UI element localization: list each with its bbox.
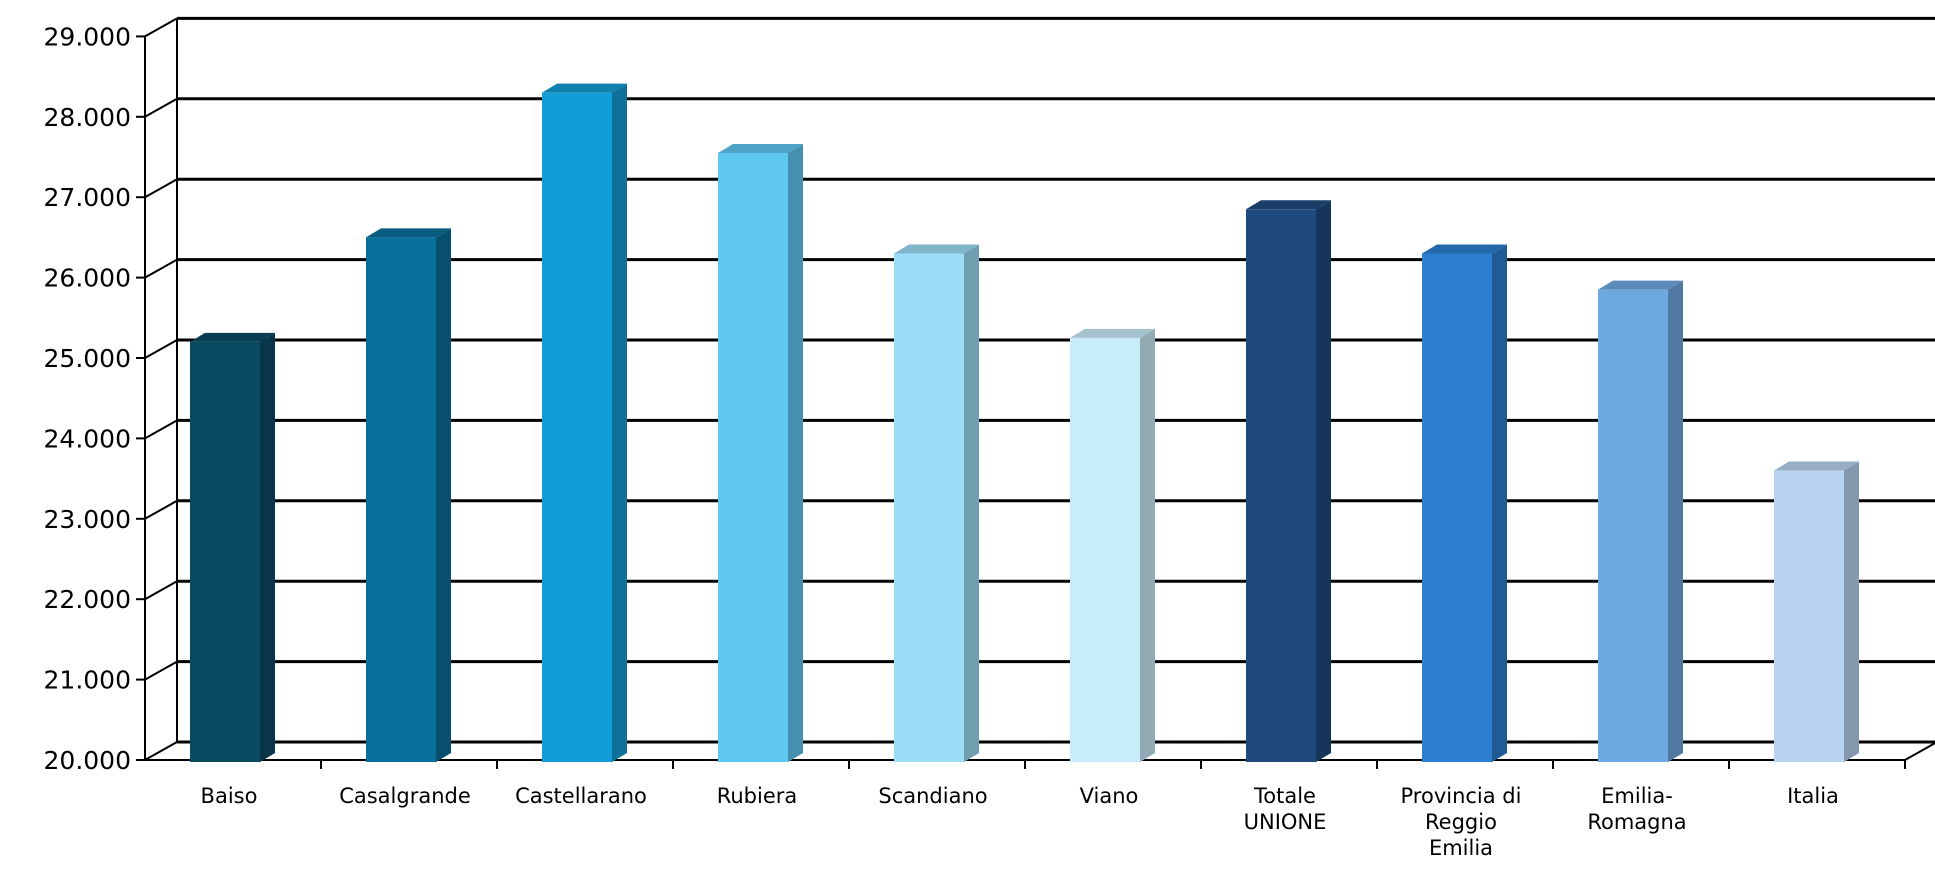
x-tick-label: Scandiano: [878, 784, 987, 808]
bar: [542, 92, 612, 763]
bar-top: [1246, 200, 1331, 210]
bar-top: [542, 83, 627, 93]
bars: [190, 83, 1859, 763]
x-tick-label: Reggio: [1425, 810, 1497, 834]
gridlines: [144, 16, 1935, 761]
bar: [1598, 289, 1668, 762]
bar: [1070, 337, 1140, 762]
y-tick-label: 23.000: [44, 505, 131, 534]
gridline-depth: [144, 178, 178, 199]
y-tick-label: 24.000: [44, 424, 131, 453]
bar-side: [1492, 244, 1507, 763]
x-tick-label: Provincia di: [1401, 784, 1522, 808]
gridline-depth: [144, 580, 178, 601]
bar: [1246, 209, 1316, 762]
bar-side: [1316, 200, 1331, 762]
bar-side: [788, 143, 803, 763]
gridline-depth: [144, 17, 178, 38]
bar-side: [436, 228, 451, 762]
bar-top: [894, 244, 979, 254]
gridline-depth: [144, 419, 178, 440]
bar-top: [1598, 280, 1683, 290]
bar-side: [1668, 280, 1683, 762]
x-tick-label: Romagna: [1587, 810, 1686, 834]
floor-right-edge: [1904, 741, 1935, 761]
gridline-depth: [144, 741, 178, 761]
bar-top: [1422, 244, 1507, 254]
bar-side: [1844, 461, 1859, 762]
bar-top: [366, 228, 451, 238]
x-tick-label: Emilia: [1429, 836, 1493, 860]
y-tick-label: 22.000: [44, 585, 131, 614]
y-tick-label: 21.000: [44, 666, 131, 695]
gridline-depth: [144, 339, 178, 359]
bar-side: [1140, 328, 1155, 762]
x-tick-label: UNIONE: [1244, 810, 1327, 834]
bar: [1774, 470, 1844, 762]
bar: [190, 341, 260, 762]
y-tick-label: 20.000: [44, 746, 131, 775]
x-tick-label: Casalgrande: [339, 784, 471, 808]
x-axis-tick-labels: Baiso Casalgrande Castellarano Rubiera Scand…: [201, 784, 1839, 860]
x-tick-label: Baiso: [201, 784, 258, 808]
y-tick-label: 27.000: [44, 183, 131, 212]
bar-top: [190, 332, 275, 342]
bar: [1422, 253, 1492, 763]
y-tick-label: 26.000: [44, 264, 131, 293]
bar: [366, 237, 436, 762]
bar-side: [612, 83, 627, 763]
gridline-depth: [144, 258, 178, 279]
bar: [894, 253, 964, 763]
bar-top: [718, 143, 803, 153]
bar: [718, 152, 788, 763]
x-tick-label: Viano: [1080, 784, 1139, 808]
gridline-depth: [144, 97, 178, 118]
y-tick-label: 25.000: [44, 344, 131, 373]
y-tick-label: 28.000: [44, 103, 131, 132]
bar-side: [260, 332, 275, 762]
y-tick-label: 29.000: [44, 22, 131, 51]
gridline-depth: [144, 499, 178, 520]
bar-side: [964, 244, 979, 763]
bar-top: [1070, 328, 1155, 338]
x-tick-label: Emilia-: [1601, 784, 1673, 808]
y-axis-tick-labels: 20.000 21.000 22.000 23.000 24.000 25.000 26.0…: [44, 22, 131, 775]
x-tick-label: Totale: [1253, 784, 1316, 808]
x-tick-label: Italia: [1787, 784, 1839, 808]
gridline-depth: [144, 660, 178, 681]
x-tick-label: Rubiera: [717, 784, 798, 808]
x-tick-label: Castellarano: [515, 784, 647, 808]
bar-top: [1774, 461, 1859, 471]
